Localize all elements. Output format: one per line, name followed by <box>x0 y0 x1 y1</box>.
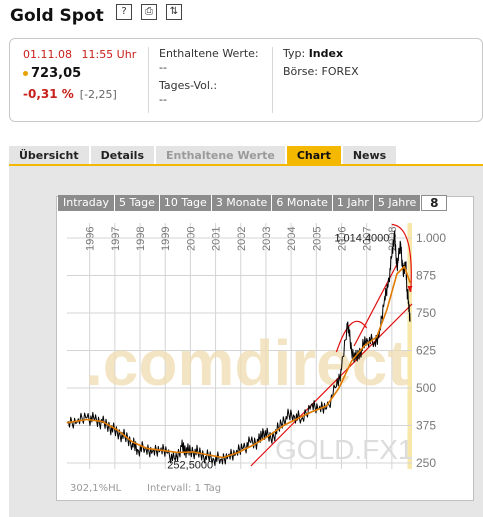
divider <box>272 47 273 113</box>
print-icon[interactable]: ⎙ <box>141 4 157 20</box>
range-tab-3-months[interactable]: 3 Monate <box>211 195 273 211</box>
range-tab-1-year[interactable]: 1 Jahr <box>332 195 374 211</box>
y-tick-label: 250 <box>416 456 436 470</box>
title-toolbar: ? ⎙ ⇅ <box>116 4 182 20</box>
x-tick-label: 1997 <box>110 227 122 251</box>
x-tick-label: 2007 <box>362 227 374 251</box>
quote-price-row: 723,05 <box>23 66 81 81</box>
y-tick-label: 875 <box>416 269 436 283</box>
contained-value: -- <box>159 61 167 74</box>
range-tab-5-days[interactable]: 5 Tage <box>115 195 160 211</box>
contained-label: Enthaltene Werte: <box>159 47 259 60</box>
tab-overview[interactable]: Übersicht <box>9 146 89 164</box>
quote-change: -0,31 % [-2,25] <box>23 87 117 101</box>
x-tick-label: 2006 <box>336 227 348 251</box>
x-tick-label: 2001 <box>211 227 223 251</box>
tab-news[interactable]: News <box>342 146 397 164</box>
y-tick-label: 1.000 <box>416 231 446 245</box>
y-tick-label: 375 <box>416 419 436 433</box>
chart-container: 1996 1997 1998 1999 2000 2001 2002 2003 2004 2005… <box>56 196 474 501</box>
x-tick-label: 2003 <box>261 227 273 251</box>
x-tick-label: 2004 <box>286 227 298 251</box>
exchange-label: Börse: <box>283 65 319 78</box>
y-tick-label: 750 <box>416 306 436 320</box>
x-tick-label: 1996 <box>85 227 97 251</box>
quote-change-abs: [-2,25] <box>79 88 117 101</box>
x-tick-label: 2002 <box>236 227 248 251</box>
quote-price: 723,05 <box>31 66 82 81</box>
range-tabs: Intraday 5 Tage 10 Tage 3 Monate 6 Monat… <box>58 195 448 211</box>
range-tab-intraday[interactable]: Intraday <box>58 195 116 211</box>
range-tab-10-days[interactable]: 10 Tage <box>159 195 212 211</box>
moving-average-line <box>66 265 411 459</box>
tab-contained-values: Enthaltene Werte <box>156 146 285 164</box>
page-title: Gold Spot <box>10 6 104 26</box>
price-chart: 1996 1997 1998 1999 2000 2001 2002 2003 2004 2005… <box>66 223 446 471</box>
trend-arc <box>335 320 368 353</box>
x-tick-label: 1998 <box>135 227 147 251</box>
tab-chart[interactable]: Chart <box>286 146 341 164</box>
y-tick-label: 500 <box>416 381 436 395</box>
arrow-head <box>407 286 413 292</box>
main-tabs: Übersicht Details Enthaltene Werte Chart… <box>9 146 397 164</box>
trend-line <box>250 303 413 467</box>
chart-interval: Intervall: 1 Tag <box>147 483 222 494</box>
watermark-brand: .comdirect <box>85 327 409 399</box>
quote-change-pct: -0,31 % <box>23 87 74 101</box>
y-tick-label: 625 <box>416 344 436 358</box>
quote-datetime: 01.11.08 11:55 Uhr <box>23 48 142 61</box>
volume-label: Tages-Vol.: <box>159 79 218 92</box>
range-tab-6-months[interactable]: 6 Monate <box>272 195 333 211</box>
x-tick-label: 2005 <box>311 227 323 251</box>
watermark-symbol: GOLD.FX1 <box>275 434 413 465</box>
quote-infobox: 01.11.08 11:55 Uhr 723,05 -0,31 % [-2,25]… <box>9 38 483 122</box>
divider <box>148 47 149 113</box>
tab-details[interactable]: Details <box>90 146 154 164</box>
volume-value: -- <box>159 93 167 106</box>
refresh-icon[interactable]: ⇅ <box>166 4 182 20</box>
x-tick-label: 2000 <box>185 227 197 251</box>
low-annotation: 252,5000 <box>167 459 213 471</box>
price-series-line <box>66 230 411 466</box>
trend-arc <box>391 223 412 293</box>
range-max-icon[interactable]: 8 <box>421 195 448 211</box>
price-indicator-icon <box>23 71 28 76</box>
tab-underline <box>9 164 483 166</box>
range-tab-5-years[interactable]: 5 Jahre <box>373 195 422 211</box>
exchange-value: FOREX <box>321 65 359 78</box>
chart-performance: 302,1%HL <box>70 483 122 494</box>
type-row: Typ: Index <box>283 47 343 60</box>
type-value: Index <box>308 47 344 60</box>
type-label: Typ: <box>283 47 306 60</box>
x-tick-label: 1999 <box>160 227 172 251</box>
exchange-row: Börse: FOREX <box>283 65 359 78</box>
trend-line <box>353 261 399 347</box>
quote-date: 01.11.08 <box>23 48 72 61</box>
recent-period-band <box>407 223 412 469</box>
help-icon[interactable]: ? <box>116 4 132 20</box>
quote-time: 11:55 Uhr <box>81 48 137 61</box>
high-annotation: 1.014,4000 <box>334 233 389 245</box>
